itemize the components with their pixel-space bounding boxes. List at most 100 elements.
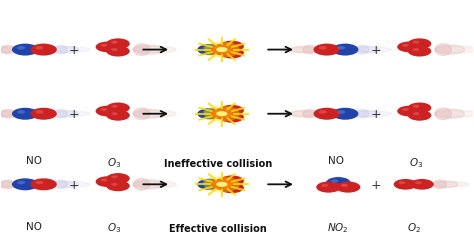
Circle shape bbox=[413, 113, 419, 116]
Circle shape bbox=[219, 112, 244, 123]
Ellipse shape bbox=[303, 46, 317, 55]
Ellipse shape bbox=[292, 111, 317, 118]
Circle shape bbox=[210, 45, 234, 56]
Circle shape bbox=[225, 114, 231, 117]
Ellipse shape bbox=[0, 112, 16, 117]
Circle shape bbox=[111, 183, 118, 186]
Circle shape bbox=[413, 49, 419, 52]
Ellipse shape bbox=[133, 108, 150, 120]
Ellipse shape bbox=[433, 182, 469, 187]
Ellipse shape bbox=[435, 46, 465, 55]
Circle shape bbox=[319, 111, 327, 114]
Ellipse shape bbox=[303, 110, 317, 118]
Circle shape bbox=[106, 103, 130, 114]
Circle shape bbox=[410, 179, 434, 190]
Ellipse shape bbox=[0, 181, 16, 188]
Ellipse shape bbox=[53, 110, 67, 118]
Circle shape bbox=[202, 181, 210, 184]
Ellipse shape bbox=[0, 48, 16, 53]
Circle shape bbox=[106, 173, 130, 184]
Circle shape bbox=[219, 105, 244, 116]
Ellipse shape bbox=[355, 112, 392, 117]
Circle shape bbox=[321, 184, 328, 187]
Ellipse shape bbox=[433, 180, 447, 189]
Circle shape bbox=[12, 108, 38, 120]
Circle shape bbox=[332, 108, 358, 120]
Circle shape bbox=[36, 181, 44, 184]
Text: +: + bbox=[371, 178, 381, 191]
Ellipse shape bbox=[53, 181, 79, 188]
Ellipse shape bbox=[435, 111, 474, 118]
Circle shape bbox=[332, 44, 358, 56]
Circle shape bbox=[202, 111, 210, 114]
Ellipse shape bbox=[280, 48, 317, 53]
Circle shape bbox=[204, 42, 240, 58]
Circle shape bbox=[30, 44, 57, 56]
Circle shape bbox=[17, 111, 25, 114]
Circle shape bbox=[394, 179, 417, 190]
Circle shape bbox=[336, 182, 360, 193]
Circle shape bbox=[36, 47, 44, 50]
Circle shape bbox=[225, 185, 231, 188]
Text: $O_3$: $O_3$ bbox=[108, 156, 122, 170]
Circle shape bbox=[17, 47, 25, 50]
Circle shape bbox=[399, 181, 405, 184]
Text: Effective collision: Effective collision bbox=[169, 223, 267, 233]
Circle shape bbox=[313, 108, 340, 120]
Circle shape bbox=[197, 179, 222, 190]
Circle shape bbox=[215, 181, 221, 184]
Circle shape bbox=[408, 47, 431, 57]
Circle shape bbox=[210, 109, 234, 120]
Ellipse shape bbox=[133, 45, 150, 56]
Circle shape bbox=[96, 42, 119, 53]
Text: +: + bbox=[371, 44, 381, 57]
Circle shape bbox=[219, 42, 244, 53]
Ellipse shape bbox=[133, 46, 163, 55]
Text: $O_2$: $O_2$ bbox=[407, 221, 421, 235]
Circle shape bbox=[202, 47, 210, 50]
Circle shape bbox=[225, 44, 231, 47]
Circle shape bbox=[216, 112, 228, 117]
Circle shape bbox=[111, 113, 118, 116]
Ellipse shape bbox=[435, 45, 451, 56]
Circle shape bbox=[337, 47, 345, 50]
Ellipse shape bbox=[133, 180, 163, 189]
Text: NO: NO bbox=[328, 156, 344, 166]
Circle shape bbox=[204, 106, 240, 122]
Circle shape bbox=[313, 44, 340, 56]
Circle shape bbox=[215, 111, 221, 114]
Ellipse shape bbox=[435, 110, 465, 119]
Circle shape bbox=[106, 111, 130, 121]
Ellipse shape bbox=[133, 111, 176, 118]
Circle shape bbox=[331, 180, 338, 183]
Circle shape bbox=[96, 106, 119, 117]
Circle shape bbox=[397, 42, 421, 53]
Circle shape bbox=[12, 179, 38, 191]
Circle shape bbox=[100, 109, 107, 112]
Circle shape bbox=[316, 182, 341, 193]
Circle shape bbox=[111, 105, 118, 108]
Circle shape bbox=[415, 181, 422, 184]
Text: Ineffective collision: Ineffective collision bbox=[164, 158, 272, 168]
Circle shape bbox=[111, 41, 118, 44]
Circle shape bbox=[216, 48, 228, 53]
Circle shape bbox=[219, 48, 244, 59]
Ellipse shape bbox=[355, 47, 380, 54]
Circle shape bbox=[17, 181, 25, 184]
Circle shape bbox=[337, 111, 345, 114]
Circle shape bbox=[204, 176, 240, 193]
Ellipse shape bbox=[53, 182, 90, 187]
Circle shape bbox=[215, 47, 221, 50]
Circle shape bbox=[30, 108, 57, 120]
Circle shape bbox=[397, 106, 421, 117]
Circle shape bbox=[111, 176, 118, 179]
Ellipse shape bbox=[355, 48, 392, 53]
Circle shape bbox=[341, 184, 348, 187]
Ellipse shape bbox=[1, 180, 16, 189]
Circle shape bbox=[111, 49, 118, 52]
Text: $NO_2$: $NO_2$ bbox=[328, 221, 349, 235]
Circle shape bbox=[408, 103, 431, 114]
Circle shape bbox=[211, 110, 232, 119]
Ellipse shape bbox=[0, 47, 16, 54]
Ellipse shape bbox=[1, 46, 16, 55]
